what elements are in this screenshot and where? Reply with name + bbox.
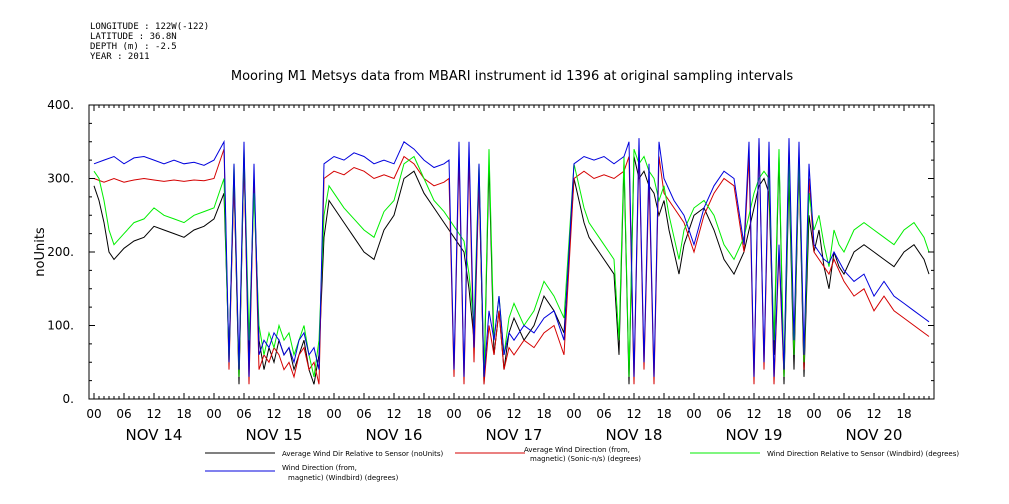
meta-line-depth: DEPTH (m) : -2.5 <box>90 42 177 52</box>
y-tick-label: 200. <box>47 245 74 259</box>
meta-line-latitude: LATITUDE : 36.8N <box>90 32 177 42</box>
x-tick-label: 06 <box>356 407 371 421</box>
x-tick-label: 06 <box>836 407 851 421</box>
x-tick-label: 00 <box>806 407 821 421</box>
y-tick-label: 400. <box>47 98 74 112</box>
meta-block: LONGITUDE : 122W(-122) LATITUDE : 36.8N … <box>90 22 209 62</box>
x-tick-label: 18 <box>416 407 431 421</box>
day-label: NOV 20 <box>846 426 903 444</box>
y-tick-label: 0. <box>63 392 74 406</box>
x-tick-label: 18 <box>176 407 191 421</box>
x-tick-label: 00 <box>206 407 221 421</box>
day-label: NOV 18 <box>606 426 663 444</box>
x-tick-label: 06 <box>116 407 131 421</box>
x-tick-label: 12 <box>146 407 161 421</box>
x-tick-label: 00 <box>566 407 581 421</box>
x-tick-label: 06 <box>716 407 731 421</box>
y-tick-label: 300. <box>47 172 74 186</box>
x-tick-label: 00 <box>686 407 701 421</box>
chart-title: Mooring M1 Metsys data from MBARI instru… <box>231 69 793 84</box>
x-tick-labels: 00 06 12 18 00 06 12 18 00 06 12 18 00 06 12 18 00 06 12 18… <box>86 407 911 421</box>
meta-line-year: YEAR : 2011 <box>90 52 150 62</box>
x-tick-label: 12 <box>266 407 281 421</box>
x-tick-label: 12 <box>626 407 641 421</box>
x-tick-label: 18 <box>296 407 311 421</box>
day-label: NOV 16 <box>366 426 423 444</box>
legend-label-2: Average Wind Direction (from, <box>524 446 630 454</box>
legend: Average Wind Dir Relative to Sensor (noU… <box>205 446 959 482</box>
legend-label-4: Wind Direction (from, <box>282 464 357 472</box>
x-tick-label: 06 <box>596 407 611 421</box>
x-tick-label: 18 <box>776 407 791 421</box>
x-tick-label: 18 <box>896 407 911 421</box>
x-tick-label: 12 <box>866 407 881 421</box>
x-tick-label: 00 <box>446 407 461 421</box>
x-tick-label: 18 <box>536 407 551 421</box>
legend-label-2: magnetic) (Sonic-n/s) (degrees) <box>530 455 641 463</box>
ticks-layer <box>89 104 934 400</box>
x-tick-label: 12 <box>506 407 521 421</box>
y-axis-label: noUnits <box>33 227 48 277</box>
x-tick-label: 12 <box>386 407 401 421</box>
day-labels: NOV 14 NOV 15 NOV 16 NOV 17 NOV 18 NOV 19 NOV … <box>126 426 903 444</box>
y-tick-label: 100. <box>47 319 74 333</box>
day-label: NOV 15 <box>246 426 303 444</box>
series-line-4 <box>93 138 930 377</box>
x-tick-label: 12 <box>746 407 761 421</box>
x-tick-label: 00 <box>326 407 341 421</box>
y-tick-labels: 0. 100. 200. 300. 400. <box>47 98 74 406</box>
day-label: NOV 14 <box>126 426 183 444</box>
legend-label-1: Average Wind Dir Relative to Sensor (noU… <box>282 450 443 458</box>
x-tick-label: 00 <box>86 407 101 421</box>
x-tick-label: 18 <box>656 407 671 421</box>
series-layer <box>93 138 930 385</box>
meta-line-longitude: LONGITUDE : 122W(-122) <box>90 22 209 32</box>
day-label: NOV 17 <box>486 426 543 444</box>
day-label: NOV 19 <box>726 426 783 444</box>
legend-label-4: magnetic) (Windbird) (degrees) <box>288 474 399 482</box>
x-tick-label: 06 <box>236 407 251 421</box>
legend-label-3: Wind Direction Relative to Sensor (Windb… <box>767 450 959 458</box>
x-tick-label: 06 <box>476 407 491 421</box>
